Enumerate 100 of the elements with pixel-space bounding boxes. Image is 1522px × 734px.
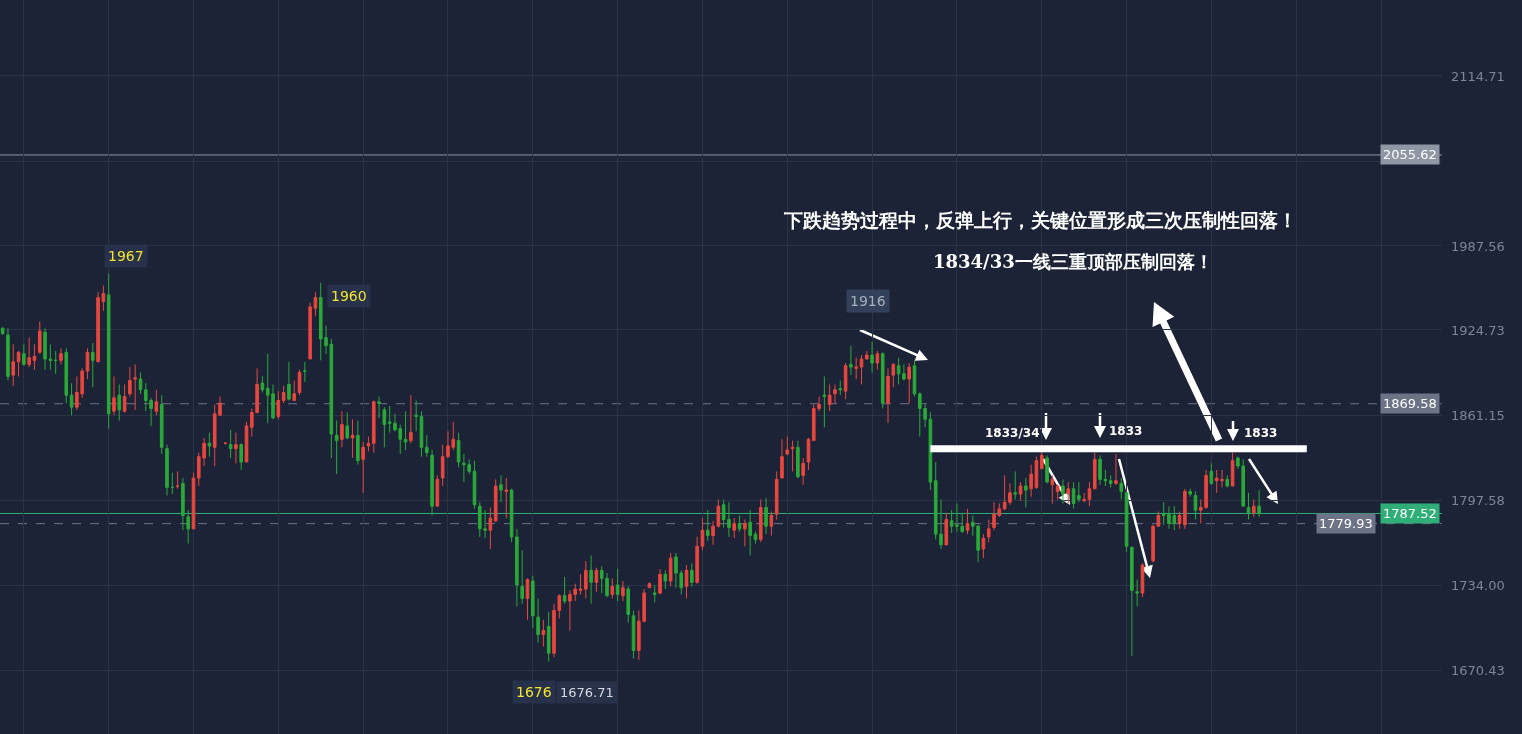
candlestick	[732, 517, 737, 539]
candlestick	[112, 375, 116, 416]
candlestick	[833, 383, 837, 404]
annotation: 1833/34	[985, 426, 1040, 440]
candlestick	[843, 362, 848, 400]
candlestick	[801, 457, 805, 486]
candlestick	[1024, 477, 1028, 508]
candlestick	[880, 351, 885, 410]
candlestick	[546, 611, 551, 663]
candlestick	[409, 394, 413, 444]
candlestick	[1225, 474, 1230, 488]
ref-line-label: 1787.52	[1383, 506, 1437, 521]
candlestick	[371, 400, 376, 454]
candlestick	[175, 470, 180, 490]
candlestick	[838, 379, 843, 396]
candlestick	[1108, 474, 1113, 488]
ref-line-label: 1779.93	[1319, 516, 1373, 531]
candlestick	[907, 362, 911, 404]
candlestick	[159, 394, 164, 455]
candlestick	[944, 512, 949, 546]
candlestick	[562, 576, 567, 605]
candlestick	[1050, 474, 1055, 504]
candlestick	[90, 342, 95, 388]
candlestick	[1114, 453, 1118, 484]
candlestick	[239, 442, 244, 471]
candlestick	[133, 363, 137, 411]
candlestick	[403, 410, 408, 451]
ref-line-label: 2055.62	[1383, 147, 1437, 162]
candlestick	[705, 509, 710, 542]
candlestick	[207, 432, 212, 458]
candlestick	[419, 410, 424, 458]
candlestick	[1246, 492, 1251, 521]
candlestick	[986, 519, 991, 543]
candlestick	[854, 357, 858, 380]
candlestick	[186, 509, 190, 545]
candlestick	[128, 366, 132, 397]
candlestick	[1188, 488, 1192, 498]
candlestick	[981, 533, 986, 559]
candlestick	[584, 560, 588, 599]
candlestick	[16, 350, 21, 377]
candlestick	[695, 536, 699, 585]
y-tick-label: 1861.15	[1451, 407, 1505, 423]
annotation: 1960	[331, 288, 367, 304]
candlestick	[1230, 452, 1235, 487]
candlestick	[1061, 478, 1065, 504]
y-tick-label: 2114.71	[1451, 68, 1505, 84]
y-tick-label: 1924.73	[1451, 322, 1505, 338]
candlestick	[85, 347, 90, 380]
candlestick	[340, 410, 344, 448]
candlestick	[520, 549, 524, 605]
candlestick	[652, 584, 657, 603]
candlestick	[875, 350, 880, 371]
candlestick	[525, 577, 530, 621]
annotation: 1676.71	[560, 685, 614, 700]
candlestick	[424, 434, 429, 458]
candlestick	[27, 337, 31, 368]
candlestick	[663, 569, 668, 590]
candlestick	[626, 585, 631, 623]
candlestick	[737, 515, 742, 533]
candlestick	[504, 477, 509, 519]
candlestick	[488, 506, 493, 550]
candlestick	[6, 327, 10, 381]
candlestick	[22, 343, 26, 367]
candlestick	[536, 597, 540, 644]
candlestick	[260, 375, 265, 393]
candlestick	[1193, 490, 1198, 521]
candlestick	[303, 361, 307, 383]
candlestick	[1130, 545, 1134, 657]
y-tick-label: 1987.56	[1451, 238, 1505, 254]
ref-line-label: 1869.58	[1383, 396, 1437, 411]
y-tick-label: 1670.43	[1451, 662, 1505, 678]
candlestick	[859, 354, 864, 385]
candlestick	[292, 379, 297, 401]
candlestick	[796, 440, 800, 479]
candlestick	[11, 343, 16, 387]
candlestick	[1055, 484, 1060, 500]
candlestick	[822, 375, 827, 428]
candlestick	[106, 272, 111, 430]
candlestick	[1039, 450, 1044, 470]
candlestick	[1087, 481, 1092, 507]
candlestick	[59, 347, 63, 365]
candlestick	[668, 552, 673, 587]
candlestick	[228, 429, 233, 459]
candlestick	[541, 619, 546, 648]
candlestick	[281, 385, 286, 404]
candlestick	[287, 361, 291, 401]
candlestick	[621, 580, 625, 602]
candlestick	[864, 350, 869, 360]
candlestick	[748, 509, 752, 557]
candlestick	[154, 389, 159, 416]
annotation: 1676	[516, 684, 552, 700]
candlestick	[891, 362, 896, 388]
candlestick	[350, 418, 355, 459]
candlestick	[414, 400, 418, 432]
candlestick	[366, 436, 371, 452]
candlestick	[785, 436, 790, 456]
candlestick	[1066, 481, 1071, 504]
y-tick-label: 1797.58	[1451, 492, 1505, 508]
candlestick	[1082, 492, 1086, 503]
candlestick	[764, 497, 768, 535]
